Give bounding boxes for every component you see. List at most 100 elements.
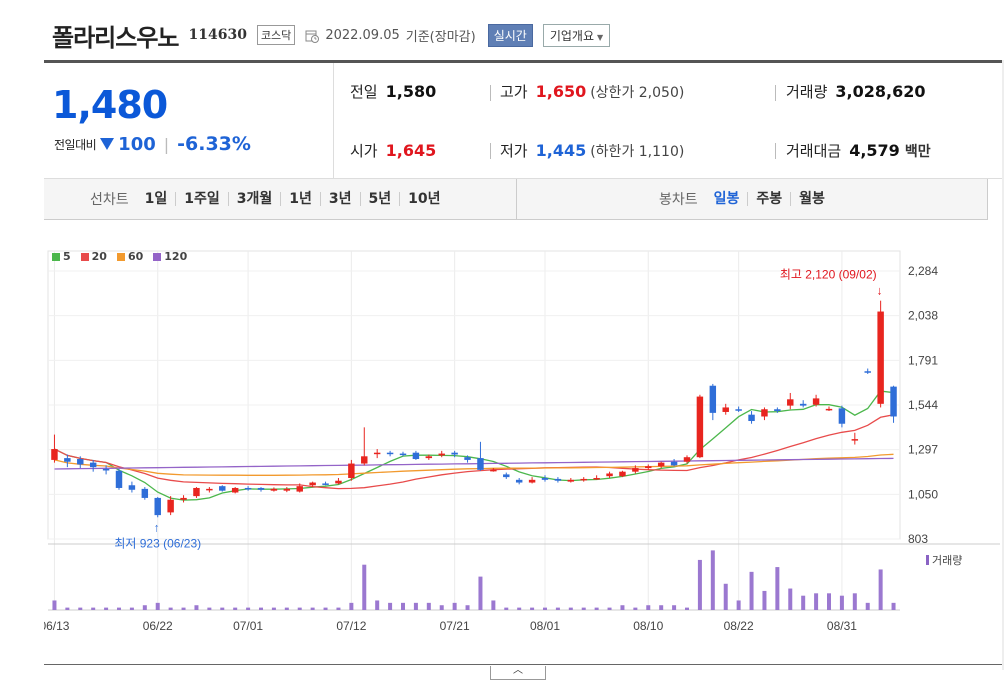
candle-body — [490, 469, 497, 472]
candle-body — [141, 488, 149, 498]
candle-body — [812, 398, 820, 405]
stock-header: 폴라리스우노 114630 코스닥 2022.09.05 기준(장마감) 실시간… — [52, 18, 611, 52]
chevron-up-icon: ︿ — [513, 665, 523, 676]
lower-limit: (하한가 1,110) — [590, 144, 685, 160]
divider — [490, 85, 491, 101]
volume-bar — [478, 576, 483, 610]
volume-legend-label: 거래량 — [932, 554, 962, 567]
volume-bar — [375, 600, 380, 610]
volume-bar — [439, 605, 444, 610]
open-label: 시가 — [350, 142, 378, 160]
candle-body — [528, 479, 536, 483]
legend-swatch — [153, 252, 162, 261]
candle-body — [554, 478, 562, 481]
volume-bar — [142, 605, 147, 610]
candle-body — [799, 403, 807, 406]
period-1y[interactable]: 1년 — [280, 192, 320, 206]
prev-close-label: 전일 — [350, 83, 378, 101]
amount-label: 거래대금 — [786, 142, 842, 160]
legend-ma60: 60 — [116, 250, 144, 263]
period-5y[interactable]: 5년 — [359, 192, 400, 206]
divider — [44, 664, 1004, 665]
change-label: 전일대비 — [54, 137, 97, 152]
candle-body — [283, 488, 291, 491]
high-arrow: ↓ — [877, 284, 883, 298]
candle-weekly[interactable]: 주봉 — [747, 192, 790, 206]
candle-monthly[interactable]: 월봉 — [790, 192, 833, 206]
candle-body — [335, 480, 342, 484]
period-3m[interactable]: 3개월 — [227, 192, 281, 206]
realtime-button[interactable]: 실시간 — [487, 23, 533, 47]
candle-body — [438, 453, 445, 456]
candle-body — [761, 409, 768, 417]
candle-body — [219, 486, 226, 491]
x-tick-label: 07/01 — [233, 619, 263, 633]
candle-daily[interactable]: 일봉 — [713, 191, 740, 207]
company-info-dropdown[interactable]: 기업개요 ▼ — [542, 23, 611, 47]
legend-swatch — [116, 252, 125, 261]
x-tick-label: 06/22 — [143, 619, 173, 633]
x-tick-label: 08/01 — [530, 619, 560, 633]
period-1w[interactable]: 1주일 — [175, 192, 228, 206]
candle-chart-label: 봉차트 — [659, 192, 698, 208]
volume-bar — [207, 607, 212, 610]
candle-body — [115, 470, 123, 488]
volume-bar — [168, 607, 173, 610]
legend-label: 20 — [91, 250, 107, 263]
volume-bar — [697, 559, 702, 610]
period-10y[interactable]: 10년 — [399, 192, 448, 206]
stock-code: 114630 — [188, 27, 247, 43]
candlestick-svg: 2,284 2,038 1,791 1,544 1,297 1,050 803 거래량 06/1… — [39, 250, 1000, 633]
volume-bar — [297, 607, 302, 610]
volume-bar — [452, 602, 457, 610]
legend-label: 60 — [127, 250, 144, 263]
volume-bar — [78, 607, 83, 610]
ma-line-5 — [54, 390, 894, 501]
volume-bar — [181, 607, 186, 610]
caret-down-icon: ▼ — [597, 32, 604, 42]
divider — [775, 143, 776, 159]
high-value: 1,650 — [535, 82, 587, 101]
volume-bar — [220, 607, 225, 610]
candle-body — [593, 478, 600, 480]
candle-body — [735, 409, 742, 411]
volume-bar — [827, 593, 831, 610]
candle-body — [425, 456, 433, 459]
trade-amount: 거래대금 4,579 백만 — [786, 140, 931, 161]
candle-body — [670, 461, 678, 466]
candle-body — [231, 487, 239, 493]
period-3y[interactable]: 3년 — [319, 192, 360, 206]
candle-body — [386, 452, 394, 455]
volume-bar — [530, 607, 535, 610]
candle-body — [64, 458, 71, 462]
volume-bar — [749, 571, 754, 610]
period-1d[interactable]: 1일 — [144, 191, 168, 207]
volume-bar — [788, 588, 793, 610]
volume-value: 3,028,620 — [835, 82, 926, 101]
candle-body — [270, 488, 278, 491]
candle-body — [309, 482, 316, 486]
low-label: 저가 — [500, 142, 528, 160]
volume-bar — [814, 593, 819, 610]
volume-bar — [865, 602, 870, 610]
volume-bar — [736, 600, 741, 610]
ma-line-120 — [54, 457, 894, 470]
quote-summary: 1,480 전일대비 100 | -6.33% 전일 1,580 고가 1,650(… — [44, 63, 1004, 179]
volume-bar — [336, 607, 341, 610]
collapse-button[interactable]: ︿ — [490, 666, 546, 680]
volume-bar — [504, 607, 509, 610]
volume-bar — [762, 590, 767, 610]
candle-body — [787, 399, 794, 406]
volume-bar — [284, 607, 289, 610]
candle-body — [193, 487, 200, 497]
legend-label: 5 — [63, 250, 71, 263]
legend-label: 120 — [164, 250, 188, 263]
volume-bar — [323, 607, 328, 610]
candle-body — [851, 439, 859, 441]
volume-bar — [568, 607, 573, 610]
candle-body — [541, 478, 549, 480]
candle-body — [257, 487, 265, 490]
volume-label: 거래량 — [786, 83, 828, 101]
y-tick-label: 1,544 — [908, 398, 938, 412]
volume-bar — [891, 602, 896, 610]
